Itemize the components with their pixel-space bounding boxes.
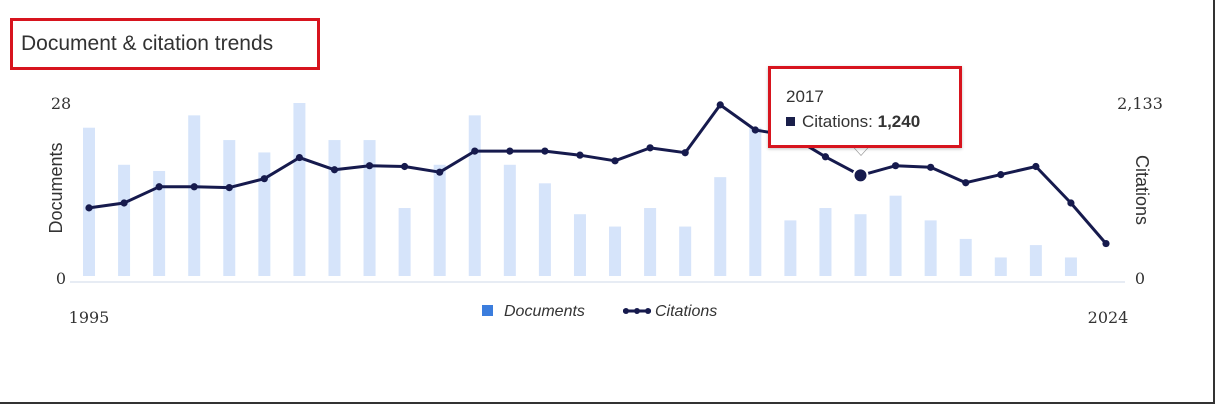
documents-bar-2014[interactable] [749,127,762,276]
citations-point-1997[interactable] [155,183,163,191]
citations-point-2010[interactable] [611,157,619,165]
documents-bar-2002[interactable] [328,140,341,276]
tooltip-series-label: Citations: [802,112,873,131]
citations-point-2017[interactable] [852,167,869,184]
documents-bar-2004[interactable] [398,208,411,276]
citations-point-2018[interactable] [891,162,900,170]
legend-documents-swatch [482,305,493,316]
documents-bar-2020[interactable] [959,238,972,276]
citations-point-2000[interactable] [260,175,268,183]
citations-point-2009[interactable] [576,151,584,159]
documents-bar-2005[interactable] [433,164,446,276]
legend-documents-label: Documents [504,303,585,320]
axis-ticks: 28 0 2,133 0 1995 2024 [51,94,1163,327]
y-left-tick-max: 28 [51,94,71,113]
citations-point-2013[interactable] [716,101,724,109]
citations-point-2007[interactable] [506,147,514,155]
citations-point-2023[interactable] [1067,199,1075,207]
documents-bar-2010[interactable] [609,226,622,276]
citations-point-1999[interactable] [225,183,233,192]
legend-citations-label: Citations [655,303,717,320]
series-square-icon [786,117,795,126]
legend-citations-dot-2 [645,308,651,314]
documents-bar-2022[interactable] [1029,245,1042,276]
citations-point-1995[interactable] [85,204,93,212]
y-axis-left-label: Documents [46,142,66,233]
documents-bar-2017[interactable] [854,214,867,276]
citations-point-2004[interactable] [401,162,409,171]
documents-bar-2013[interactable] [714,177,727,276]
tooltip-year: 2017 [786,87,824,106]
documents-bar-1997[interactable] [153,170,166,276]
x-tick-end: 2024 [1088,308,1129,327]
citations-point-2008[interactable] [541,147,549,155]
legend-citations-dot-0 [623,308,629,314]
legend-citations-dot-1 [634,308,640,314]
documents-bar-2016[interactable] [819,208,832,276]
citations-point-2001[interactable] [295,153,304,162]
documents-bar-2018[interactable] [889,195,902,276]
documents-bar-2008[interactable] [538,183,551,276]
y-right-tick-max: 2,133 [1117,94,1163,113]
documents-bar-1996[interactable] [118,164,131,276]
citations-point-2003[interactable] [365,162,374,170]
documents-bar-2011[interactable] [644,208,657,276]
citations-point-2019[interactable] [927,163,935,171]
tooltip: 2017 Citations: 1,240 [768,66,962,148]
tooltip-line: Citations: 1,240 [786,112,920,132]
citations-point-2016[interactable] [821,153,830,161]
citations-series [85,101,1110,248]
documents-bar-1998[interactable] [188,115,201,276]
citations-point-2021[interactable] [997,171,1005,179]
tooltip-value: 1,240 [877,112,921,131]
citations-line [88,103,1108,245]
legend: Documents Citations [482,303,717,320]
documents-bar-2012[interactable] [679,226,692,276]
chart-title: Document & citation trends [21,32,274,55]
citations-point-2002[interactable] [330,166,339,174]
citations-point-2011[interactable] [646,144,654,152]
documents-bar-1995[interactable] [83,127,95,276]
citations-point-2005[interactable] [436,168,444,176]
documents-bar-2015[interactable] [784,220,797,276]
documents-bar-2006[interactable] [468,115,481,276]
documents-bar-1999[interactable] [223,140,236,276]
documents-bars [83,103,1077,276]
documents-bar-2001[interactable] [293,103,306,276]
y-right-tick-min: 0 [1135,269,1145,288]
y-left-tick-min: 0 [56,269,66,288]
documents-bar-2003[interactable] [363,140,376,276]
citations-point-2006[interactable] [471,147,479,155]
documents-bar-2023[interactable] [1064,257,1077,276]
tooltip-pointer [852,145,870,155]
citations-point-1998[interactable] [190,183,198,191]
documents-bar-2000[interactable] [258,152,271,276]
citations-point-2012[interactable] [681,149,689,157]
citations-point-1996[interactable] [120,199,128,207]
documents-bar-2021[interactable] [994,257,1007,276]
y-axis-right-label: Citations [1132,155,1152,225]
documents-bar-2007[interactable] [503,164,516,276]
citations-point-2022[interactable] [1032,162,1040,171]
citations-point-2014[interactable] [751,126,759,134]
title-highlight-box: Document & citation trends [10,18,320,70]
documents-bar-2009[interactable] [573,214,586,276]
documents-bar-2019[interactable] [924,220,937,276]
x-tick-start: 1995 [69,308,110,327]
citations-point-2020[interactable] [962,179,970,187]
citations-point-2024[interactable] [1102,239,1110,248]
